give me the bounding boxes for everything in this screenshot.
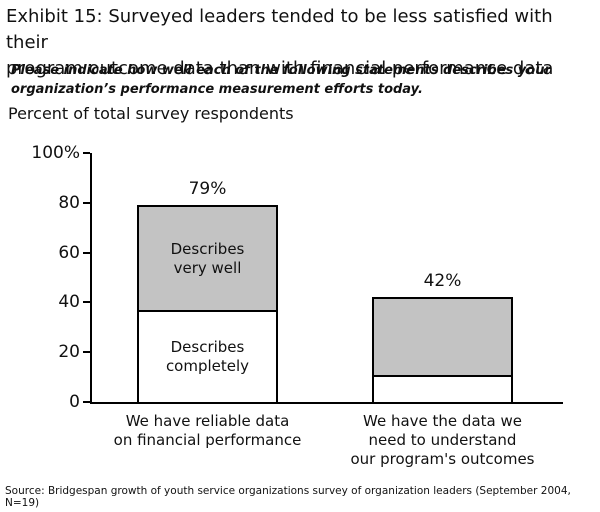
bar-segment-describes-very-well [374,299,511,375]
exhibit-title: Exhibit 15: Surveyed leaders tended to b… [6,6,554,79]
bar-segment-describes-very-well: Describes very well [139,207,276,310]
y-axis-tick [83,152,90,154]
segment-label: Describes very well [170,239,245,277]
bar-segment-describes-completely: Describes completely [139,310,276,402]
bar-segment-describes-completely [374,375,511,402]
segment-label: Describes completely [165,338,250,375]
y-axis-tick [83,351,90,353]
y-axis-tick-label: 40 [58,292,80,312]
y-axis-tick-label: 20 [58,342,80,362]
source-note: Source: Bridgespan growth of youth servi… [5,485,571,509]
x-axis-category-label: We have the data we need to understand o… [350,412,535,468]
y-axis-tick [83,252,90,254]
y-axis-tick [83,301,90,303]
y-axis-tick-label: 0 [69,392,80,412]
y-axis-tick [83,401,90,403]
plot-area: 0 20 40 60 80 100% Describes very well Describe… [31,143,563,468]
y-axis-tick [83,202,90,204]
survey-question: Please indicate how well each of the fol… [11,63,551,97]
y-axis-tick-label: 60 [58,243,80,263]
bar-program-outcomes [372,297,513,402]
y-axis-tick-label: 80 [58,193,80,213]
bar-total-label: 79% [188,179,227,199]
bar-financial-performance: Describes very well Describes completely [137,205,278,402]
axis-units-label: Percent of total survey respondents [8,104,294,123]
y-axis-tick-label: 100% [31,143,80,163]
x-axis-category-label: We have reliable data on financial perfo… [113,412,302,449]
bar-total-label: 42% [423,271,462,291]
